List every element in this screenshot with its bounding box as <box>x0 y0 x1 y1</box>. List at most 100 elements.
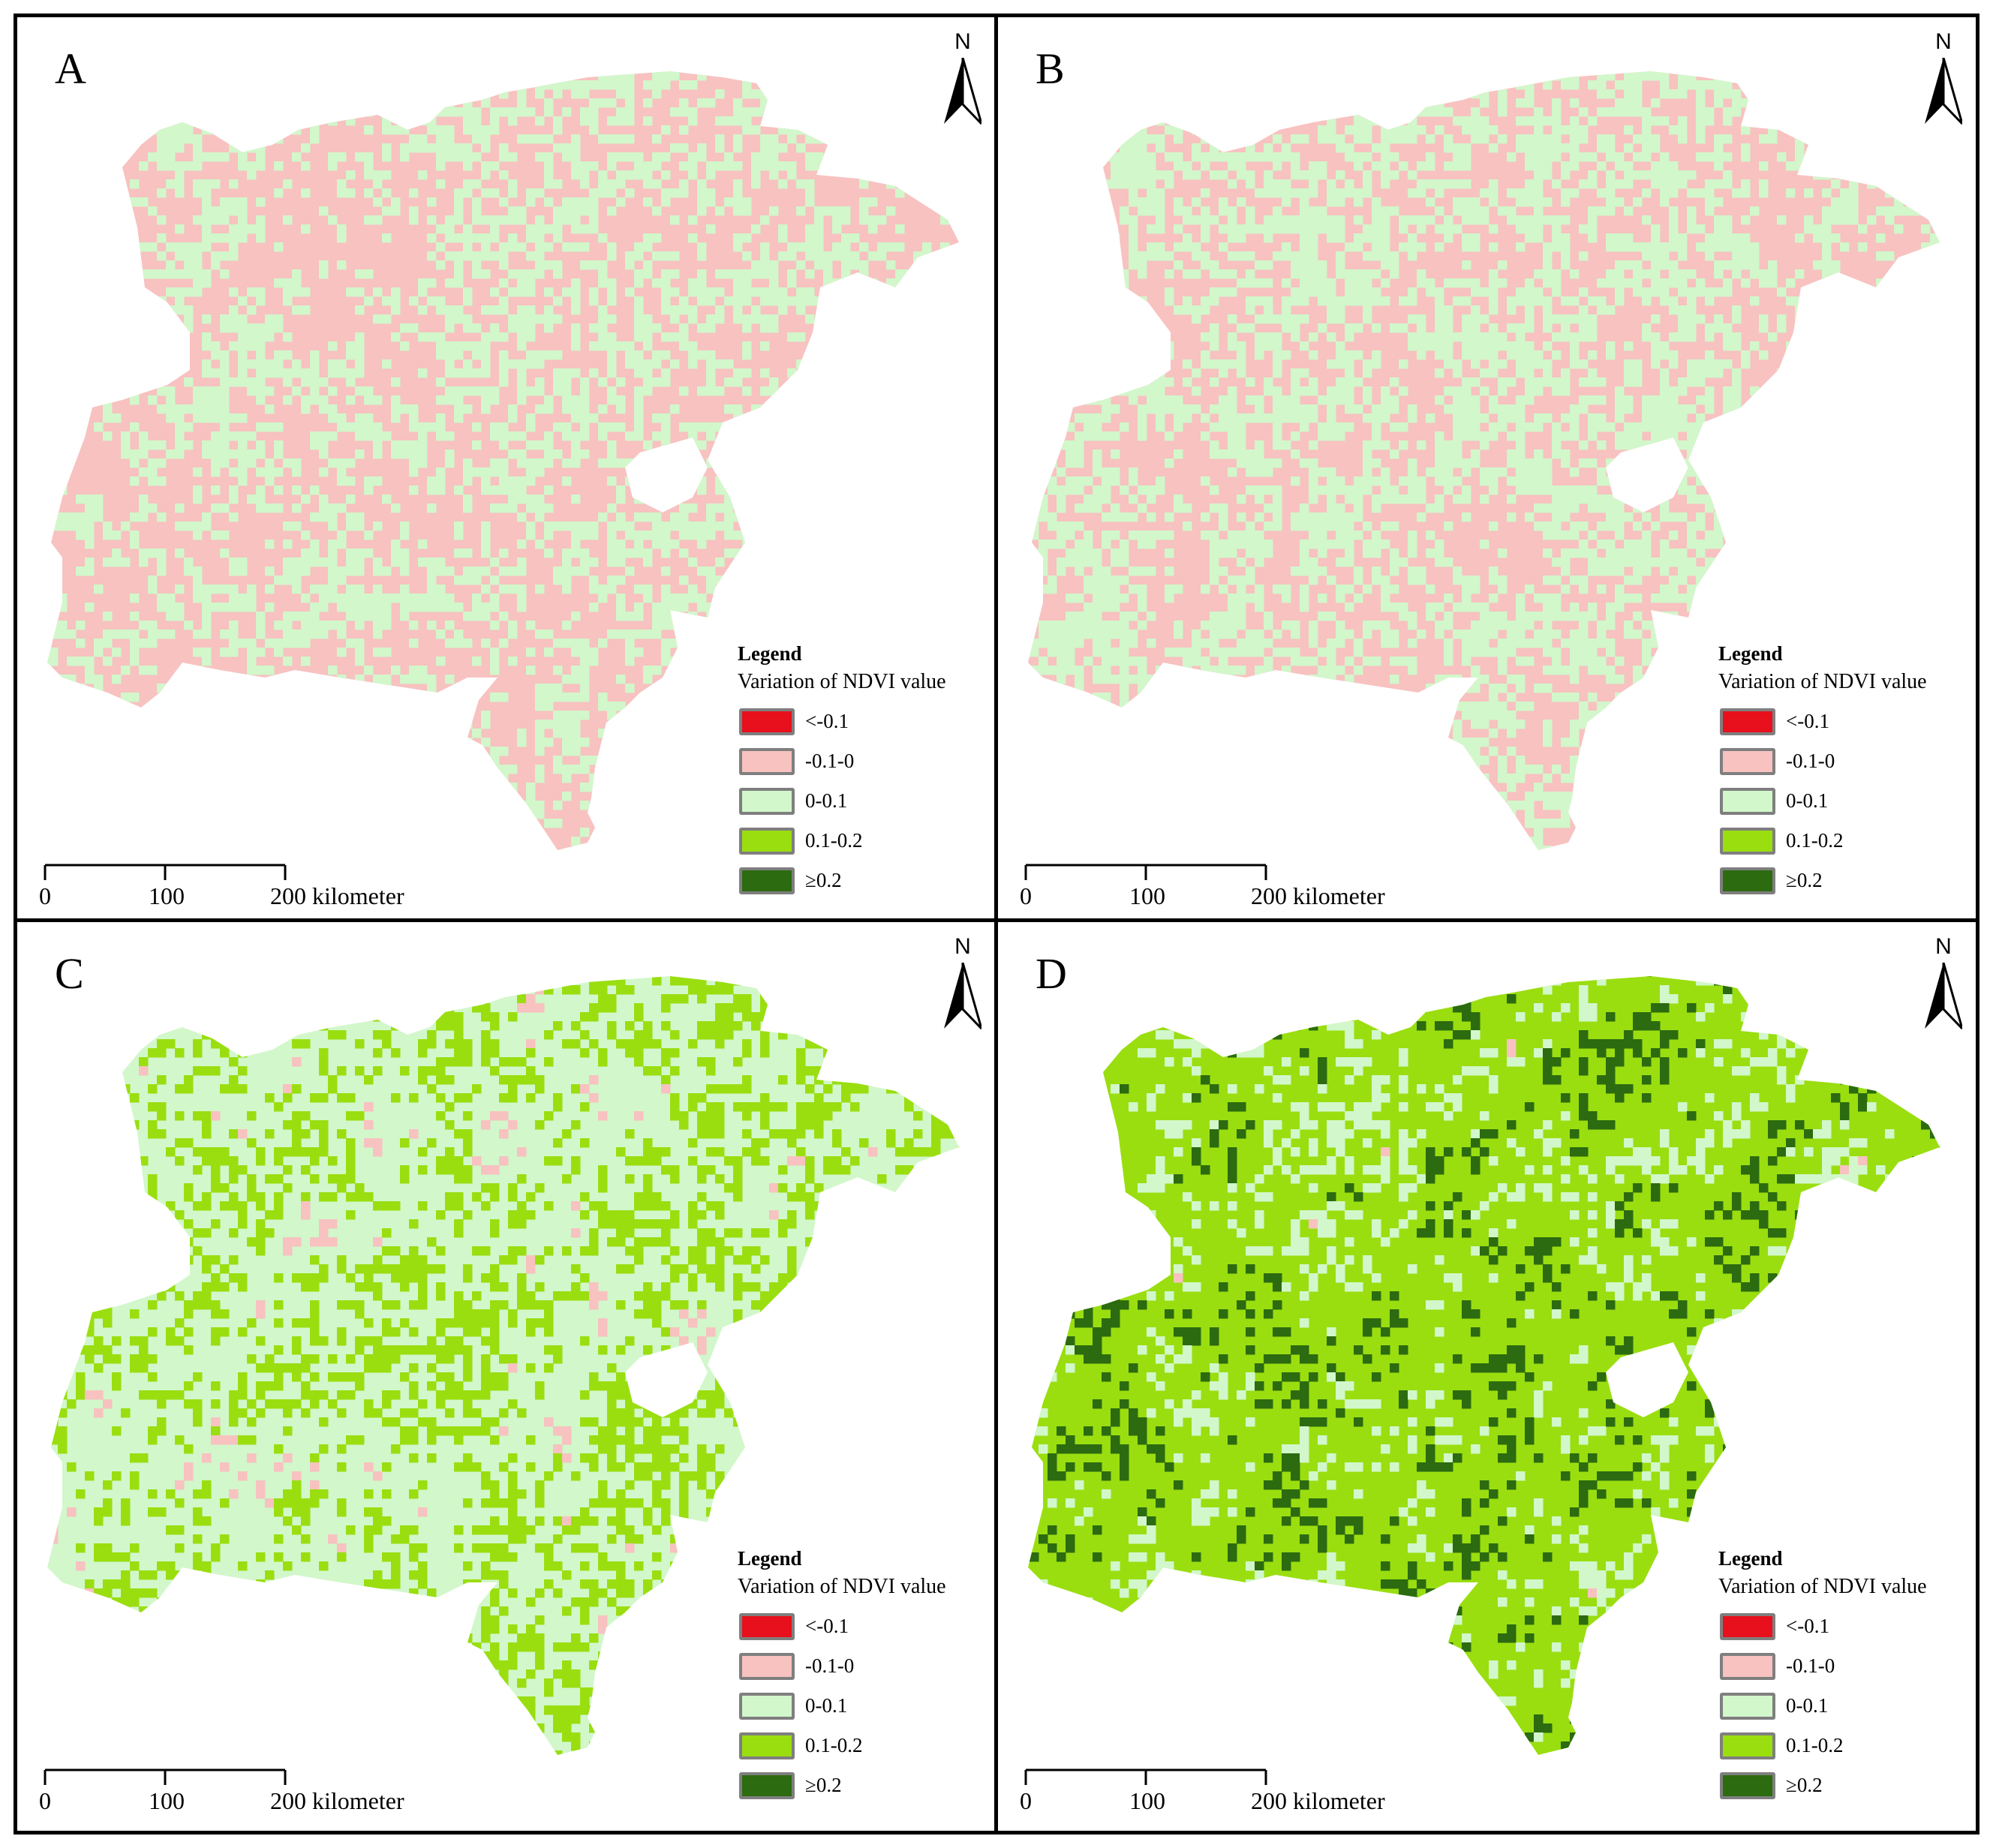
legend: Legend Variation of NDVI value <-0.1 -0.1-0… <box>1718 1549 1966 1805</box>
scale-tick-label: 0 <box>39 882 51 909</box>
legend-label: 0.1-0.2 <box>805 829 863 852</box>
legend-swatch <box>739 867 795 894</box>
scale-bar: 0 100 200 kilometer <box>1020 1768 1385 1819</box>
legend-label: -0.1-0 <box>805 750 855 772</box>
scale-tick-label: 100 <box>1129 1787 1165 1814</box>
panel-label: D <box>1036 949 1067 998</box>
scale-bar: 0 100 200 kilometer <box>39 1768 404 1819</box>
legend-item: 0-0.1 <box>1718 781 1966 821</box>
north-arrow-icon: N <box>1921 936 1966 1041</box>
legend-label: 0.1-0.2 <box>1786 1734 1844 1756</box>
ndvi-map <box>47 976 959 1755</box>
legend: Legend Variation of NDVI value <-0.1 -0.1-0… <box>738 644 985 900</box>
scale-bar: 0 100 200 kilometer <box>39 864 404 915</box>
ndvi-map <box>47 71 959 850</box>
legend-item: <-0.1 <box>738 1606 985 1646</box>
legend-label: ≥0.2 <box>1786 1774 1823 1796</box>
legend: Legend Variation of NDVI value <-0.1 -0.1-0… <box>1718 644 1966 900</box>
legend-item: -0.1-0 <box>738 741 985 781</box>
legend-item: -0.1-0 <box>1718 1646 1966 1686</box>
map-panel-c: C N 0 100 200 kilometer Legend Variation of ND… <box>17 922 993 1819</box>
legend-label: <-0.1 <box>1786 1615 1829 1637</box>
legend: Legend Variation of NDVI value <-0.1 -0.1-0… <box>738 1549 985 1805</box>
legend-item: 0.1-0.2 <box>738 1726 985 1765</box>
legend-item: 0-0.1 <box>738 781 985 821</box>
legend-swatch <box>739 1612 795 1640</box>
legend-label: <-0.1 <box>805 1615 849 1637</box>
legend-swatch <box>1720 1732 1775 1759</box>
legend-label: -0.1-0 <box>1786 750 1835 772</box>
scale-tick-label: 100 <box>1129 882 1165 909</box>
legend-item: ≥0.2 <box>738 1765 985 1805</box>
legend-label: -0.1-0 <box>805 1654 855 1677</box>
legend-subtitle: Variation of NDVI value <box>1718 670 1927 693</box>
legend-label: 0.1-0.2 <box>805 1734 863 1756</box>
north-arrow-icon: N <box>1921 31 1966 136</box>
map-panel-b: B N 0 100 200 kilometer Legend Variation of ND… <box>998 17 1973 915</box>
legend-item: <-0.1 <box>1718 1606 1966 1646</box>
legend-label: -0.1-0 <box>1786 1654 1835 1677</box>
scale-tick-label: 100 <box>149 1787 185 1814</box>
legend-item: <-0.1 <box>738 702 985 741</box>
scale-tick-label: 200 kilometer <box>1251 1787 1385 1814</box>
north-label: N <box>954 29 971 54</box>
north-label: N <box>1935 29 1952 54</box>
legend-label: ≥0.2 <box>805 1774 842 1796</box>
legend-label: ≥0.2 <box>1786 869 1823 891</box>
legend-swatch <box>1720 827 1775 855</box>
legend-swatch <box>1720 1652 1775 1680</box>
scale-tick-label: 100 <box>149 882 185 909</box>
legend-label: ≥0.2 <box>805 869 842 891</box>
legend-swatch <box>739 708 795 735</box>
legend-title: Legend <box>738 642 802 665</box>
scale-tick-label: 0 <box>1020 882 1032 909</box>
north-label: N <box>954 934 971 959</box>
legend-swatch <box>1720 708 1775 735</box>
legend-label: 0-0.1 <box>1786 1694 1829 1717</box>
legend-swatch <box>739 1771 795 1799</box>
legend-subtitle: Variation of NDVI value <box>1718 1575 1927 1598</box>
legend-label: 0.1-0.2 <box>1786 829 1844 852</box>
legend-label: 0-0.1 <box>1786 789 1829 812</box>
scale-bar: 0 100 200 kilometer <box>1020 864 1385 915</box>
legend-subtitle: Variation of NDVI value <box>738 670 946 693</box>
legend-label: 0-0.1 <box>805 789 848 812</box>
legend-item: ≥0.2 <box>1718 861 1966 900</box>
legend-item: 0-0.1 <box>1718 1686 1966 1726</box>
scale-tick-label: 200 kilometer <box>270 882 404 909</box>
legend-swatch <box>739 747 795 775</box>
legend-label: 0-0.1 <box>805 1694 848 1717</box>
legend-title: Legend <box>1718 1547 1783 1570</box>
panel-label: A <box>55 44 86 93</box>
legend-swatch <box>1720 787 1775 815</box>
legend-swatch <box>1720 1771 1775 1799</box>
legend-item: -0.1-0 <box>1718 741 1966 781</box>
vertical-divider <box>994 14 998 1834</box>
scale-tick-label: 200 kilometer <box>1251 882 1385 909</box>
legend-item: ≥0.2 <box>738 861 985 900</box>
scale-tick-label: 200 kilometer <box>270 1787 404 1814</box>
ndvi-map <box>1028 71 1940 850</box>
legend-item: 0-0.1 <box>738 1686 985 1726</box>
horizontal-divider <box>14 918 1979 922</box>
legend-label: <-0.1 <box>805 710 849 732</box>
north-arrow-icon: N <box>940 936 985 1041</box>
scale-tick-label: 0 <box>1020 1787 1032 1814</box>
legend-swatch <box>739 1652 795 1680</box>
legend-swatch <box>739 827 795 855</box>
legend-swatch <box>1720 867 1775 894</box>
legend-subtitle: Variation of NDVI value <box>738 1575 946 1598</box>
legend-swatch <box>739 1692 795 1720</box>
map-panel-a: A N 0 100 200 kilometer Legend Variation of ND… <box>17 17 993 915</box>
legend-item: ≥0.2 <box>1718 1765 1966 1805</box>
legend-swatch <box>739 787 795 815</box>
legend-item: 0.1-0.2 <box>1718 821 1966 861</box>
legend-swatch <box>1720 1692 1775 1720</box>
legend-item: <-0.1 <box>1718 702 1966 741</box>
legend-label: <-0.1 <box>1786 710 1829 732</box>
north-label: N <box>1935 934 1952 959</box>
legend-item: -0.1-0 <box>738 1646 985 1686</box>
legend-item: 0.1-0.2 <box>1718 1726 1966 1765</box>
legend-swatch <box>1720 747 1775 775</box>
scale-tick-label: 0 <box>39 1787 51 1814</box>
